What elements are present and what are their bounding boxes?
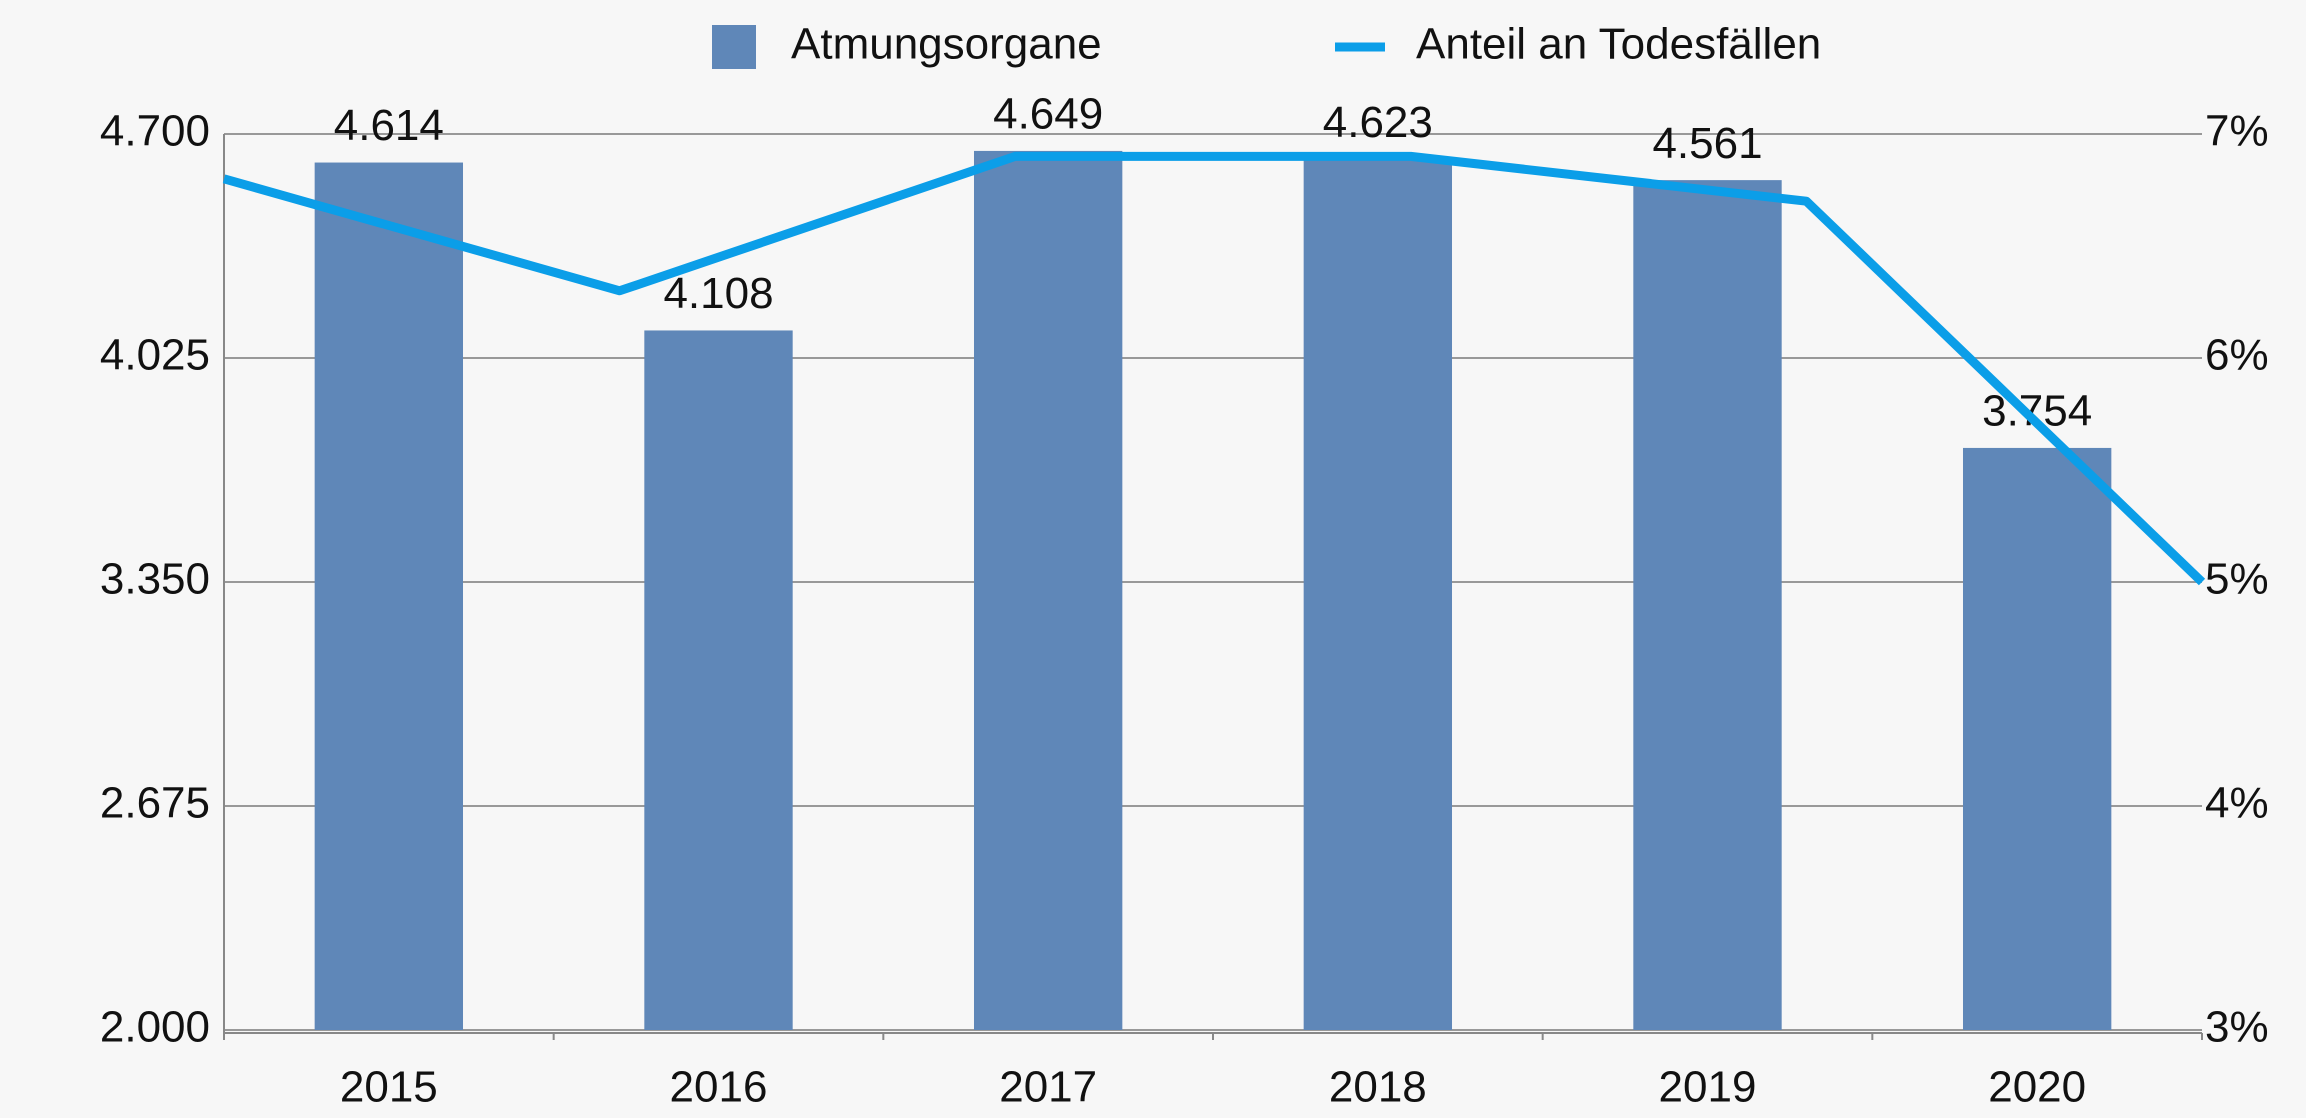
y-tick-label: 4.700 <box>100 107 210 156</box>
y2-tick-label: 6% <box>2205 331 2269 380</box>
bar-value-label: 4.614 <box>334 101 444 150</box>
bar-value-label: 4.649 <box>993 90 1103 139</box>
x-tick-label: 2016 <box>670 1063 768 1112</box>
y2-tick-label: 7% <box>2205 107 2269 156</box>
legend-label: Anteil an Todesfällen <box>1416 20 1821 69</box>
x-tick-label: 2020 <box>1988 1063 2086 1112</box>
y2-tick-label: 3% <box>2205 1003 2269 1052</box>
bar-value-label: 4.623 <box>1323 98 1433 147</box>
line <box>222 151 2206 586</box>
bar-value-label: 4.561 <box>1652 119 1762 168</box>
bar <box>1962 447 2112 1030</box>
bar <box>314 162 464 1031</box>
bar-value-label: 4.108 <box>663 269 773 318</box>
x-tick-label: 2015 <box>340 1063 438 1112</box>
legend-swatch <box>712 25 756 69</box>
y-tick-label: 2.675 <box>100 779 210 828</box>
bar <box>973 150 1123 1030</box>
y-tick-label: 2.000 <box>100 1003 210 1052</box>
bar <box>1633 180 1782 1030</box>
x-tick-label: 2017 <box>999 1063 1097 1112</box>
bar <box>644 330 793 1030</box>
y-tick-label: 4.025 <box>100 331 210 380</box>
x-tick-label: 2018 <box>1329 1063 1427 1112</box>
y2-tick-label: 4% <box>2205 779 2269 828</box>
y-tick-label: 3.350 <box>100 555 210 604</box>
legend-label: Atmungsorgane <box>791 20 1102 69</box>
y2-tick-label: 5% <box>2205 555 2269 604</box>
bar <box>1303 159 1453 1030</box>
x-tick-label: 2019 <box>1659 1063 1757 1112</box>
